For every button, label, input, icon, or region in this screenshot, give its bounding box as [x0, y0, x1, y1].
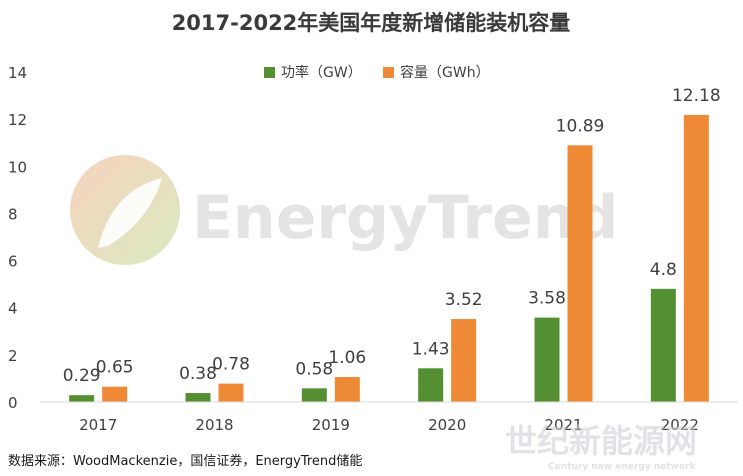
bar-power [534, 317, 560, 402]
legend: 功率（GW） 容量（GWh） [264, 64, 490, 81]
site-watermark-cn: 世纪新能源网 [505, 422, 697, 460]
legend-swatch-power [264, 67, 275, 78]
site-watermark-en: Century new energy network [548, 462, 696, 472]
data-label-power: 4.8 [650, 260, 677, 280]
data-label-capacity: 12.18 [672, 86, 721, 106]
x-axis: 2017 2018 2019 2020 2021 2022 [79, 416, 699, 434]
data-label-power: 0.58 [295, 359, 333, 379]
y-tick-label: 10 [8, 158, 27, 176]
watermark-brand-text: EnergyTrend [192, 183, 618, 253]
y-tick-label: 8 [8, 205, 18, 223]
bar-power [301, 388, 327, 402]
bars [69, 114, 709, 403]
data-label-power: 0.29 [63, 366, 101, 386]
y-tick-label: 6 [8, 253, 18, 271]
bar-power [418, 368, 444, 402]
bar-power [650, 288, 676, 402]
data-label-capacity: 3.52 [445, 290, 483, 310]
bar-capacity [218, 383, 244, 402]
bar-power [185, 393, 211, 402]
data-label-capacity: 0.78 [212, 355, 250, 375]
y-tick-label: 12 [8, 111, 27, 129]
legend-label-capacity: 容量（GWh） [400, 64, 490, 81]
chart-title: 2017-2022年美国年度新增储能装机容量 [172, 11, 571, 35]
data-labels: 0.290.65 0.380.78 0.581.06 1.43 3.52 3.58 10.8… [63, 86, 721, 386]
source-note: 数据来源：WoodMackenzie，国信证券，EnergyTrend储能 [8, 453, 362, 469]
bar-power [69, 395, 95, 402]
data-label-power: 0.38 [179, 364, 217, 384]
data-label-capacity: 1.06 [328, 348, 366, 368]
y-tick-label: 4 [8, 300, 18, 318]
watermark: EnergyTrend [70, 155, 618, 265]
y-tick-label: 14 [8, 64, 27, 82]
x-tick-label: 2021 [544, 416, 582, 434]
watermark-logo-icon [70, 155, 180, 265]
data-label-capacity: 10.89 [556, 116, 605, 136]
site-watermark: 世纪新能源网 Century new energy network [505, 422, 697, 472]
data-label-capacity: 0.65 [96, 358, 134, 378]
y-tick-label: 0 [8, 394, 18, 412]
x-tick-label: 2018 [195, 416, 233, 434]
x-tick-label: 2019 [312, 416, 350, 434]
y-tick-label: 2 [8, 347, 18, 365]
legend-label-power: 功率（GW） [281, 64, 362, 81]
x-tick-label: 2022 [661, 416, 699, 434]
watermark-leaf-icon [98, 178, 162, 248]
y-axis: 0 2 4 6 8 10 12 14 [8, 64, 27, 412]
x-tick-label: 2017 [79, 416, 117, 434]
bar-capacity [102, 386, 128, 402]
bar-capacity [451, 319, 477, 402]
data-label-power: 3.58 [528, 289, 566, 309]
x-tick-label: 2020 [428, 416, 466, 434]
legend-swatch-capacity [383, 67, 394, 78]
bar-capacity [567, 145, 593, 403]
bar-capacity [683, 114, 709, 403]
data-label-power: 1.43 [412, 339, 450, 359]
bar-capacity [334, 377, 360, 402]
